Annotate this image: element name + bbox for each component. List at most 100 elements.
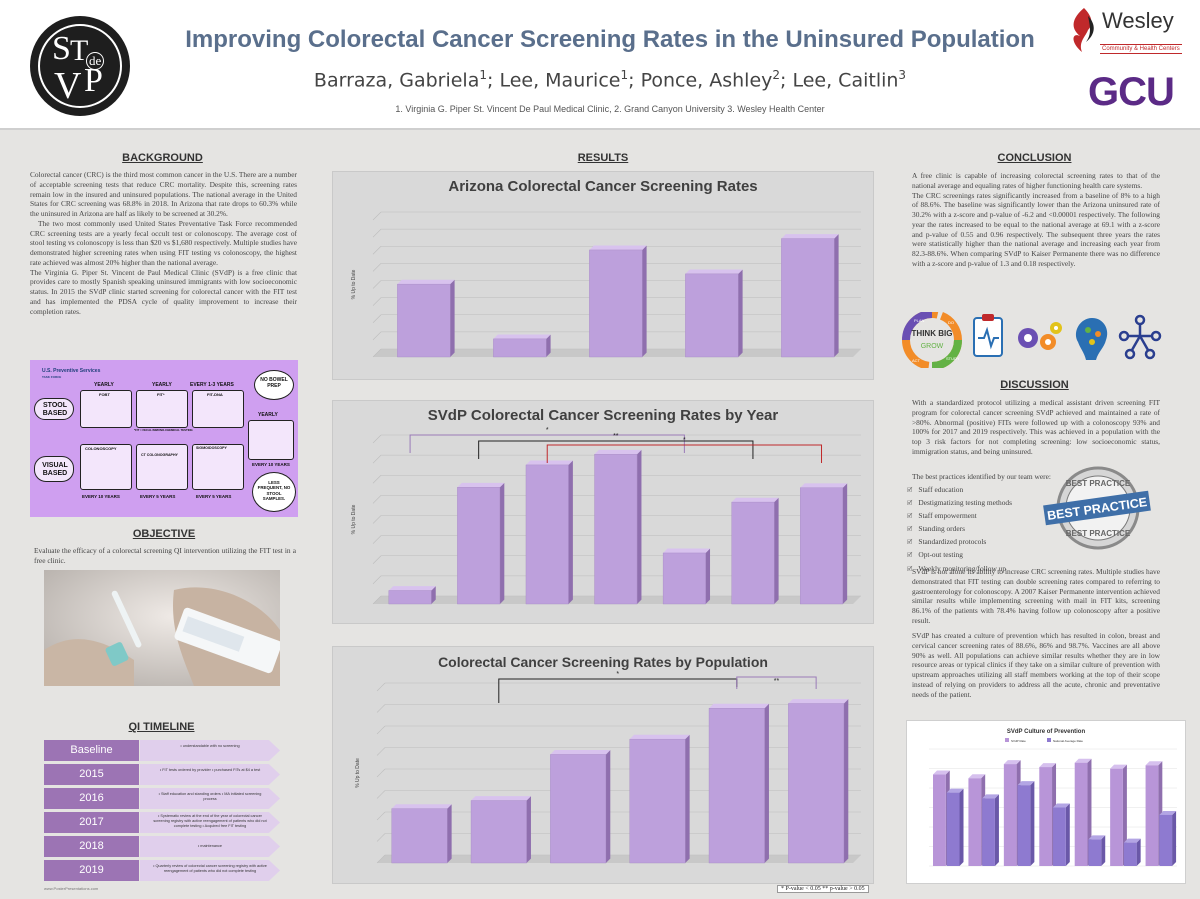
bar-side bbox=[450, 279, 455, 357]
bar-top bbox=[1074, 758, 1092, 763]
y-axis-label: % Up to Date bbox=[355, 758, 361, 788]
bar-side bbox=[1172, 810, 1177, 866]
timeline-description: • Quarterly review of colorectal cancer … bbox=[140, 860, 280, 881]
culture-of-prevention-chart: SVdP Culture of Prevention SVdP Rate Natio… bbox=[929, 729, 1177, 867]
fit-dna-box: FIT-DNA bbox=[192, 390, 244, 428]
bar bbox=[589, 249, 643, 358]
gridline-diagonal bbox=[372, 475, 382, 484]
timeline-year: 2018 bbox=[44, 836, 139, 857]
no-prep-bubble: NO BOWEL PREP bbox=[254, 370, 294, 400]
author-separator: ; bbox=[628, 69, 641, 92]
no-prep-label: NO BOWEL PREP bbox=[260, 377, 288, 389]
yearly-label: YEARLY bbox=[258, 412, 278, 418]
bar-side bbox=[431, 586, 436, 604]
bar bbox=[968, 778, 982, 866]
ct-colonography-box: CT COLONOGRAPHY bbox=[136, 444, 188, 490]
bar-side bbox=[834, 234, 839, 357]
bar bbox=[708, 708, 765, 864]
p-value-footnote: * P-value < 0.05 ** p-value > 0.05 bbox=[777, 885, 869, 893]
discussion-para-1: With a standardized protocol utilizing a… bbox=[912, 398, 1160, 456]
bar bbox=[629, 738, 686, 864]
bar bbox=[731, 501, 775, 605]
bar bbox=[457, 487, 501, 605]
author-affiliation-number: 1 bbox=[620, 68, 629, 82]
author-affiliation-number: 3 bbox=[898, 68, 907, 82]
legend-label: National Average Rate bbox=[1053, 739, 1083, 743]
gridline-diagonal bbox=[372, 555, 382, 564]
bar-top bbox=[1053, 803, 1070, 808]
legend-swatch bbox=[1047, 738, 1051, 742]
less-frequent-bubble: LESS FREQUENT, NO STOOL SAMPLES. bbox=[252, 472, 296, 512]
visual-based-label: VISUAL BASED bbox=[42, 462, 68, 477]
best-practice-badge: BEST PRACTICE BEST PRACTICE BEST PRACTIC… bbox=[1042, 464, 1152, 550]
timeline-year: 2019 bbox=[44, 860, 139, 881]
bar-top bbox=[731, 497, 779, 503]
wesley-logo: Wesley Community & Health Centers bbox=[1066, 6, 1196, 61]
bar-side bbox=[637, 449, 642, 604]
study-text: STUDY bbox=[946, 356, 960, 361]
svdp-logo-de: de bbox=[86, 52, 105, 70]
conclusion-text: A free clinic is capable of increasing c… bbox=[912, 171, 1160, 269]
act-text: ACT bbox=[912, 358, 921, 363]
bar-side bbox=[738, 269, 743, 357]
uspstf-infographic: U.S. Preventive Services TASK FORCE STOO… bbox=[30, 360, 298, 517]
legend-label: SVdP Rate bbox=[1011, 739, 1026, 743]
svdp-logo-t: T bbox=[70, 34, 89, 67]
best-practices-list: Staff education Destigmatizing testing m… bbox=[907, 484, 1012, 576]
bar-top bbox=[397, 279, 455, 285]
gridline-diagonal bbox=[372, 434, 382, 444]
bar bbox=[1159, 814, 1173, 866]
bar-top bbox=[1088, 835, 1106, 840]
bar-top bbox=[1017, 781, 1035, 786]
bar bbox=[525, 464, 569, 605]
bar-side bbox=[959, 788, 964, 866]
conclusion-paragraph: The CRC screenings rates significantly i… bbox=[912, 190, 1160, 268]
bar-top bbox=[525, 460, 573, 465]
bar-side bbox=[526, 796, 531, 863]
bar-side bbox=[605, 750, 611, 863]
bar bbox=[946, 792, 960, 866]
gridline-diagonal bbox=[372, 263, 382, 272]
bar bbox=[1003, 764, 1017, 866]
poster-title: Improving Colorectal Cancer Screening Ra… bbox=[185, 26, 1035, 53]
gcu-logo: GCU bbox=[1088, 70, 1175, 114]
infographic-org-sub: TASK FORCE bbox=[42, 375, 62, 379]
gridline-diagonal bbox=[372, 575, 382, 585]
gridline-diagonal bbox=[376, 682, 386, 692]
author-affiliation-number: 1 bbox=[479, 68, 487, 82]
bar-top bbox=[391, 804, 452, 809]
every-10-years-right: EVERY 10 YEARS bbox=[252, 462, 290, 467]
timeline-year: 2015 bbox=[44, 764, 139, 785]
gears-icon bbox=[1012, 312, 1066, 360]
bar-top bbox=[457, 482, 505, 488]
bar bbox=[470, 800, 527, 864]
badge-top-text: BEST PRACTICE bbox=[1066, 479, 1131, 488]
gridline-diagonal bbox=[372, 228, 382, 238]
significance-mark: ** bbox=[774, 678, 780, 685]
sigmoidoscopy-label: SIGMOIDOSCOPY bbox=[196, 446, 227, 450]
bar bbox=[1123, 842, 1137, 866]
timeline-description: • FIT tests ordered by provider • purcha… bbox=[140, 764, 280, 785]
badge-bottom-text: BEST PRACTICE bbox=[1066, 529, 1131, 538]
bar bbox=[397, 283, 451, 358]
gridline-diagonal bbox=[376, 854, 386, 864]
bar bbox=[1145, 765, 1159, 866]
arizona-chart-title: Arizona Colorectal Cancer Screening Rate… bbox=[448, 178, 758, 195]
bar-side bbox=[568, 460, 573, 604]
bar-side bbox=[994, 794, 999, 866]
background-paragraph: The two most commonly used United States… bbox=[30, 218, 297, 267]
bar-top bbox=[594, 449, 642, 455]
y-axis-label: % Up to Date bbox=[351, 504, 357, 534]
less-frequent-label: LESS FREQUENT, NO STOOL SAMPLES. bbox=[257, 480, 291, 502]
timeline-row: 2015 • FIT tests ordered by provider • p… bbox=[44, 764, 280, 785]
poster-header: S T V P de Improving Colorectal Cancer S… bbox=[0, 0, 1200, 130]
best-practice-item: Destigmatizing testing methods bbox=[907, 497, 1012, 510]
best-practice-item: Staff empowerment bbox=[907, 510, 1012, 523]
background-text: Colorectal cancer (CRC) is the third mos… bbox=[30, 170, 297, 316]
significance-bracket bbox=[478, 440, 754, 459]
bar bbox=[550, 754, 607, 864]
timeline-year: 2017 bbox=[44, 812, 139, 833]
timeline-description: • maintenance bbox=[140, 836, 280, 857]
poster-affiliations: 1. Virginia G. Piper St. Vincent De Paul… bbox=[395, 104, 825, 114]
bar-top bbox=[709, 703, 769, 709]
